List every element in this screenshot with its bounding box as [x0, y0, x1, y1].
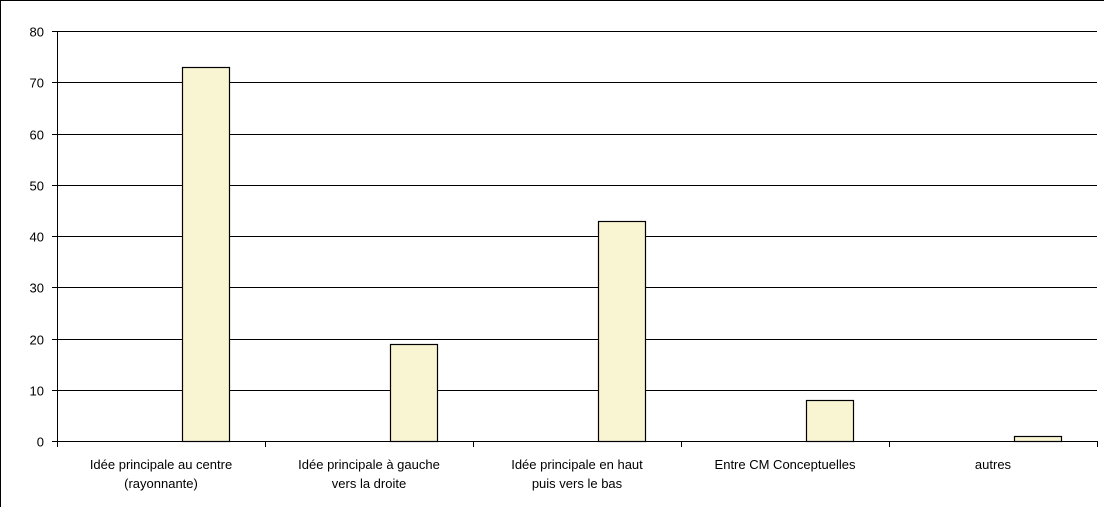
x-category-label: Idée principale en haut: [511, 457, 643, 472]
y-tick-label: 70: [30, 76, 44, 91]
y-tick-label: 50: [30, 179, 44, 194]
x-category-label: vers la droite: [332, 476, 406, 491]
bar: [597, 220, 647, 443]
x-category-label: Entre CM Conceptuelles: [715, 457, 856, 472]
y-tick-label: 40: [30, 230, 44, 245]
x-category-label: Idée principale au centre: [90, 457, 232, 472]
x-category-label: autres: [975, 457, 1012, 472]
bar: [389, 343, 439, 443]
y-tick-label: 80: [30, 25, 44, 40]
y-tick-label: 30: [30, 281, 44, 296]
x-category-label: puis vers le bas: [532, 476, 623, 491]
x-category-label: Idée principale à gauche: [298, 457, 440, 472]
x-category-label: (rayonnante): [124, 476, 198, 491]
bar: [805, 399, 855, 443]
y-tick-label: 0: [37, 435, 44, 450]
y-tick-label: 60: [30, 128, 44, 143]
y-tick-label: 20: [30, 333, 44, 348]
bar: [1013, 435, 1063, 443]
bar: [181, 66, 231, 443]
chart-frame-top-border: [0, 0, 1104, 1]
y-tick-label: 10: [30, 384, 44, 399]
chart-frame-left-border: [0, 0, 1, 507]
